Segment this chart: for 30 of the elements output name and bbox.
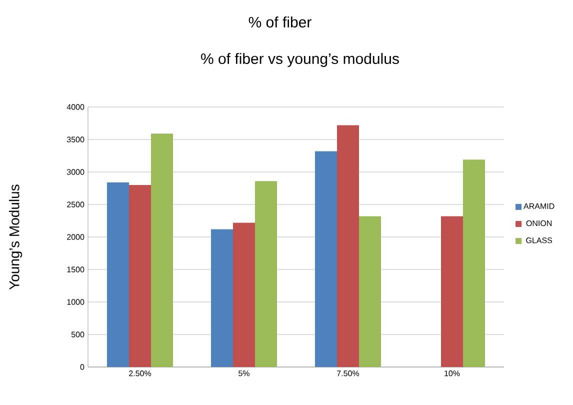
x-tick-label: 10% <box>444 370 460 376</box>
y-tick-label: 2000 <box>67 234 84 240</box>
bar <box>211 229 233 367</box>
y-tick-label: 0 <box>80 364 84 370</box>
bar <box>255 181 277 367</box>
y-tick-label: 1000 <box>67 299 84 305</box>
y-tick-label: 2500 <box>67 202 84 208</box>
bar <box>441 216 463 367</box>
bar <box>359 216 381 367</box>
bar <box>315 151 337 367</box>
bar <box>463 160 485 367</box>
chart-title: % of fiber <box>248 16 312 28</box>
bar <box>337 125 359 367</box>
bar <box>107 182 129 367</box>
y-tick-label: 3500 <box>66 136 84 142</box>
legend-label: ARAMID <box>524 203 554 209</box>
chart-subtitle: % of fiber vs young’s modulus <box>201 53 399 67</box>
y-tick-label: 500 <box>71 332 84 338</box>
bar <box>151 134 173 367</box>
bar <box>233 222 255 367</box>
x-tick-label: 5% <box>238 370 250 376</box>
bar <box>129 185 151 367</box>
legend-label: ONION <box>526 220 552 226</box>
x-tick-label: 2.50% <box>129 370 152 376</box>
y-tick-label: 1500 <box>67 266 84 272</box>
y-tick-label: 3000 <box>66 169 84 175</box>
y-axis-title: Young’s Modulus <box>9 184 22 290</box>
x-tick-label: 7.50% <box>337 370 360 376</box>
y-tick-label: 4000 <box>66 104 84 110</box>
legend-label: GLASS <box>526 238 552 244</box>
